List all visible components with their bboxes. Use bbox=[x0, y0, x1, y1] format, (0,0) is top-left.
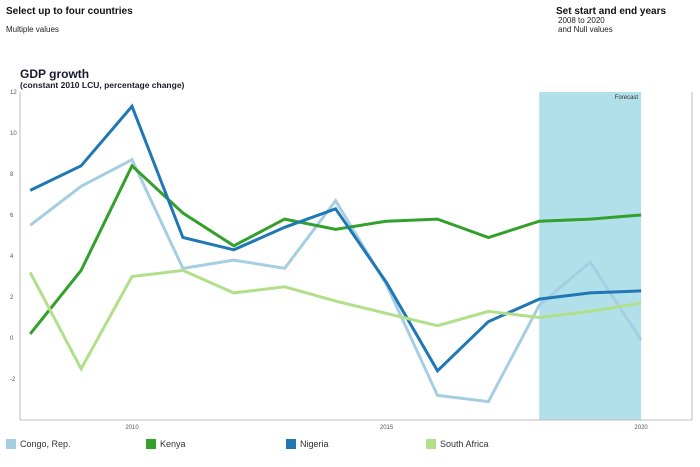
legend-swatch bbox=[146, 439, 156, 449]
chart-subtitle: (constant 2010 LCU, percentage change) bbox=[20, 80, 185, 90]
legend-item-south-africa[interactable]: South Africa bbox=[426, 439, 489, 449]
legend-label: Congo, Rep. bbox=[20, 439, 71, 449]
series-line-kenya bbox=[29, 163, 642, 335]
legend-item-congo[interactable]: Congo, Rep. bbox=[6, 439, 71, 449]
y-tick-label: 0 bbox=[10, 336, 14, 342]
y-tick-label: 12 bbox=[10, 90, 17, 96]
y-tick-label: 8 bbox=[10, 172, 14, 178]
y-tick-label: 2 bbox=[10, 295, 14, 301]
country-filter-title: Select up to four countries bbox=[6, 6, 133, 17]
chart-legend: Congo, Rep. Kenya Nigeria South Africa bbox=[0, 439, 700, 455]
series-line-south-africa bbox=[28, 268, 642, 372]
y-tick-label: 6 bbox=[10, 213, 14, 219]
y-tick-label: 4 bbox=[10, 254, 14, 260]
chart-title: GDP growth bbox=[20, 67, 90, 81]
series-line-congo bbox=[29, 157, 643, 404]
legend-swatch bbox=[286, 439, 296, 449]
legend-label: Nigeria bbox=[300, 439, 329, 449]
year-filter-title: Set start and end years bbox=[556, 6, 667, 17]
legend-item-nigeria[interactable]: Nigeria bbox=[286, 439, 329, 449]
legend-item-kenya[interactable]: Kenya bbox=[146, 439, 186, 449]
legend-swatch bbox=[426, 439, 436, 449]
country-filter-value[interactable]: Multiple values bbox=[6, 25, 59, 34]
year-filter-null-values[interactable]: and Null values bbox=[558, 25, 613, 34]
series-line-nigeria bbox=[29, 103, 642, 374]
legend-label: South Africa bbox=[440, 439, 489, 449]
legend-swatch bbox=[6, 439, 16, 449]
gdp-growth-chart: Forecast 12 10 8 6 4 2 0 -2 2010 2015 2020 bbox=[10, 90, 693, 431]
forecast-band bbox=[539, 92, 642, 420]
x-tick-label: 2020 bbox=[634, 425, 648, 431]
x-tick-label: 2010 bbox=[125, 425, 139, 431]
x-tick-label: 2015 bbox=[380, 425, 394, 431]
year-filter-range[interactable]: 2008 to 2020 bbox=[558, 16, 605, 25]
y-tick-label: 10 bbox=[10, 131, 17, 137]
y-tick-label: -2 bbox=[10, 377, 16, 383]
forecast-label: Forecast bbox=[615, 95, 639, 101]
legend-label: Kenya bbox=[160, 439, 186, 449]
